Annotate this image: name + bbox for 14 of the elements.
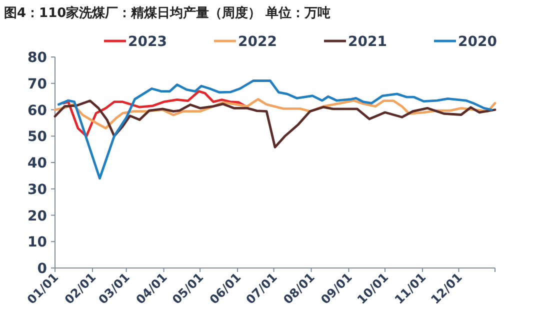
legend-label: 2023 [128,34,167,50]
y-tick-label: 60 [28,102,48,119]
y-tick-label: 10 [28,234,48,251]
y-tick-label: 40 [28,156,48,172]
y-tick-label: 80 [28,50,48,66]
y-tick-label: 70 [28,76,48,92]
y-tick-label: 50 [28,129,48,146]
legend-label: 2022 [238,34,277,50]
legend-label: 2020 [458,34,498,50]
y-tick-label: 30 [28,182,48,198]
legend-label: 2021 [348,34,387,50]
title: 图4：110家洗煤厂：精煤日均产量（周度） 单位：万吨 [4,6,331,21]
y-tick-label: 0 [37,261,48,277]
y-tick-label: 20 [28,208,48,224]
